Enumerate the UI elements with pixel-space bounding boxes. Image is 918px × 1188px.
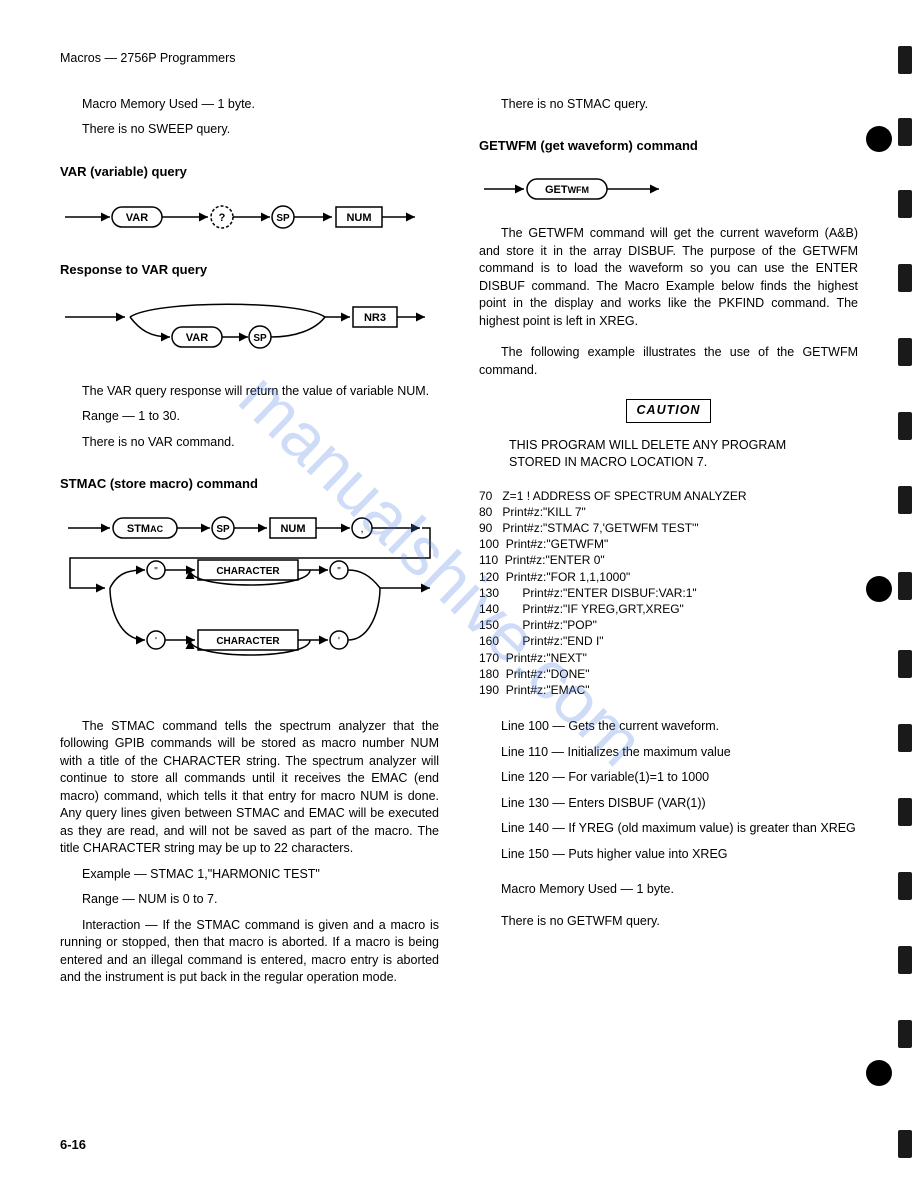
prog-line: 100 Print#z:"GETWFM" <box>479 536 858 552</box>
prog-line: 70 Z=1 ! ADDRESS OF SPECTRUM ANALYZER <box>479 488 858 504</box>
prog-line: 120 Print#z:"FOR 1,1,1000" <box>479 569 858 585</box>
line-explain: Line 130 — Enters DISBUF (VAR(1)) <box>501 795 858 813</box>
macro-memory-text: Macro Memory Used — 1 byte. <box>82 96 439 114</box>
right-column: There is no STMAC query. GETWFM (get wav… <box>479 96 858 995</box>
stmac-range: Range — NUM is 0 to 7. <box>82 891 439 909</box>
prog-line: 150 Print#z:"POP" <box>479 617 858 633</box>
content-columns: Macro Memory Used — 1 byte. There is no … <box>60 96 858 995</box>
program-listing: 70 Z=1 ! ADDRESS OF SPECTRUM ANALYZER 80… <box>479 488 858 698</box>
svg-text:SP: SP <box>276 213 290 224</box>
var-query-diagram: VAR ? SP NUM <box>60 197 439 237</box>
svg-text:CHARACTER: CHARACTER <box>216 566 280 577</box>
no-getwfm-text: There is no GETWFM query. <box>501 913 858 931</box>
svg-text:SP: SP <box>253 333 267 344</box>
line-explain: Line 110 — Initializes the maximum value <box>501 744 858 762</box>
caution-container: CAUTION <box>479 399 858 423</box>
prog-line: 180 Print#z:"DONE" <box>479 666 858 682</box>
stmac-interaction: Interaction — If the STMAC command is gi… <box>60 917 439 987</box>
svg-text:NUM: NUM <box>280 523 305 535</box>
svg-text:': ' <box>338 636 340 647</box>
prog-line: 140 Print#z:"IF YREG,GRT,XREG" <box>479 601 858 617</box>
stmac-example: Example — STMAC 1,"HARMONIC TEST" <box>82 866 439 884</box>
svg-text:?: ? <box>219 212 226 224</box>
var-query-title: VAR (variable) query <box>60 163 439 181</box>
stmac-paragraph: The STMAC command tells the spectrum ana… <box>60 718 439 858</box>
svg-text:GETWFM: GETWFM <box>545 184 589 196</box>
getwfm-title: GETWFM (get waveform) command <box>479 137 858 155</box>
svg-text:VAR: VAR <box>126 212 148 224</box>
page-number: 6-16 <box>60 1136 86 1154</box>
svg-text:STMAC: STMAC <box>127 523 164 535</box>
stmac-title: STMAC (store macro) command <box>60 475 439 493</box>
no-var-cmd-text: There is no VAR command. <box>82 434 439 452</box>
svg-text:": " <box>154 566 158 577</box>
macro-memory-right: Macro Memory Used — 1 byte. <box>501 881 858 899</box>
svg-text:VAR: VAR <box>186 332 208 344</box>
getwfm-diagram: GETWFM <box>479 171 858 207</box>
prog-line: 80 Print#z:"KILL 7" <box>479 504 858 520</box>
line-explain: Line 100 — Gets the current waveform. <box>501 718 858 736</box>
getwfm-following: The following example illustrates the us… <box>479 344 858 379</box>
no-sweep-text: There is no SWEEP query. <box>82 121 439 139</box>
svg-text:CHARACTER: CHARACTER <box>216 636 280 647</box>
line-explain: Line 120 — For variable(1)=1 to 1000 <box>501 769 858 787</box>
getwfm-paragraph: The GETWFM command will get the current … <box>479 225 858 330</box>
svg-text:NR3: NR3 <box>364 312 386 324</box>
var-range-text: Range — 1 to 30. <box>82 408 439 426</box>
page-header: Macros — 2756P Programmers <box>60 50 858 68</box>
prog-line: 160 Print#z:"END I" <box>479 633 858 649</box>
response-var-diagram: VAR SP NR3 <box>60 295 439 365</box>
prog-line: 190 Print#z:"EMAC" <box>479 682 858 698</box>
svg-text:': ' <box>155 636 157 647</box>
binding-holes <box>888 0 918 1188</box>
left-column: Macro Memory Used — 1 byte. There is no … <box>60 96 439 995</box>
svg-text:SP: SP <box>216 524 230 535</box>
svg-text:": " <box>337 566 341 577</box>
line-explain-150: Line 150 — Puts higher value into XREG <box>501 846 858 864</box>
svg-text:NUM: NUM <box>346 212 371 224</box>
caution-label: CAUTION <box>626 399 712 423</box>
page: manualshive.com Macros — 2756P Programme… <box>0 0 918 1188</box>
stmac-diagram: STMAC SP NUM , " <box>60 510 439 700</box>
line-explain-140: Line 140 — If YREG (old maximum value) i… <box>479 820 858 838</box>
prog-line: 90 Print#z:"STMAC 7,'GETWFM TEST'" <box>479 520 858 536</box>
var-response-text: The VAR query response will return the v… <box>60 383 439 401</box>
caution-text: THIS PROGRAM WILL DELETE ANY PROGRAM STO… <box>479 437 858 472</box>
line-explanations: Line 100 — Gets the current waveform. Li… <box>479 718 858 863</box>
svg-text:,: , <box>360 523 363 535</box>
prog-line: 110 Print#z:"ENTER 0" <box>479 552 858 568</box>
no-stmac-text: There is no STMAC query. <box>501 96 858 114</box>
response-var-title: Response to VAR query <box>60 261 439 279</box>
prog-line: 130 Print#z:"ENTER DISBUF:VAR:1" <box>479 585 858 601</box>
prog-line: 170 Print#z:"NEXT" <box>479 650 858 666</box>
